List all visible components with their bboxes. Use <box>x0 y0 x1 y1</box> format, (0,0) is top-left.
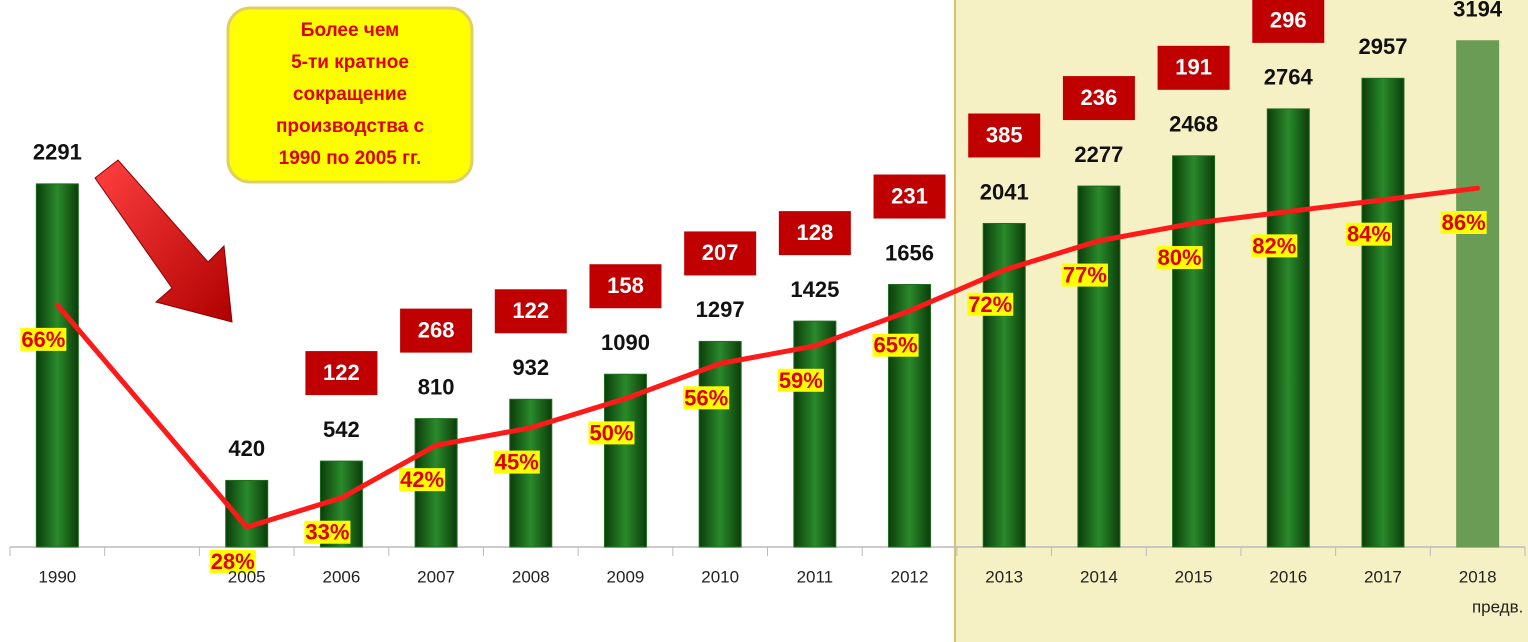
bar-value-label: 2291 <box>33 140 82 165</box>
share-label: 84% <box>1347 222 1391 247</box>
increment-label: 158 <box>607 273 644 298</box>
x-tick-label: 2011 <box>797 567 834 586</box>
callout-text: 5-ти кратное <box>291 52 409 73</box>
bar-value-label: 2468 <box>1169 112 1218 137</box>
share-label: 65% <box>874 333 918 358</box>
share-label: 80% <box>1158 245 1202 270</box>
bar-value-label: 1656 <box>885 240 934 265</box>
share-label: 66% <box>21 327 65 352</box>
increment-label: 207 <box>702 240 739 265</box>
share-label: 56% <box>684 385 728 410</box>
bar-value-label: 3194 <box>1453 0 1503 22</box>
share-label: 72% <box>968 292 1012 317</box>
x-tick-label: 2018 <box>1459 567 1497 586</box>
bar <box>36 184 78 547</box>
x-tick-label: 2017 <box>1364 567 1402 586</box>
bar <box>1267 109 1309 547</box>
x-tick-label: 1990 <box>38 567 76 586</box>
bar <box>1457 41 1499 547</box>
increment-label: 236 <box>1081 85 1118 110</box>
increment-label: 191 <box>1175 55 1212 80</box>
bar-value-label: 420 <box>228 436 265 461</box>
share-label: 59% <box>779 368 823 393</box>
share-line <box>57 305 246 527</box>
x-tick-label: 2016 <box>1269 567 1307 586</box>
bar-value-label: 2957 <box>1358 34 1407 59</box>
x-tick-label: 2013 <box>985 567 1023 586</box>
bar <box>1173 156 1215 547</box>
increment-label: 231 <box>891 183 928 208</box>
x-tick-label: 2009 <box>607 567 645 586</box>
share-label: 33% <box>305 520 349 545</box>
bar <box>889 285 931 547</box>
bar-value-label: 810 <box>418 374 455 399</box>
bar <box>794 321 836 547</box>
bar <box>699 341 741 547</box>
decline-arrow <box>95 160 232 322</box>
increment-label: 122 <box>512 298 549 323</box>
increment-label: 296 <box>1270 8 1307 33</box>
bar-value-label: 1425 <box>790 277 839 302</box>
increment-label: 385 <box>986 122 1023 147</box>
share-label: 50% <box>589 420 633 445</box>
callout-text: производства с <box>276 116 425 137</box>
x-tick-label: 2012 <box>891 567 929 586</box>
bar-value-label: 542 <box>323 417 360 442</box>
x-tick-label: 2015 <box>1175 567 1213 586</box>
x-tick-label: 2007 <box>417 567 455 586</box>
forecast-region <box>955 0 1528 642</box>
x-tick-label: 2006 <box>322 567 360 586</box>
share-label: 45% <box>495 450 539 475</box>
x-tick-label: 2010 <box>701 567 739 586</box>
callout-text: Более чем <box>301 20 399 41</box>
callout-text: 1990 по 2005 гг. <box>279 148 422 169</box>
x-tick-label: 2014 <box>1080 567 1118 586</box>
bar-value-label: 2041 <box>980 179 1029 204</box>
share-label: 86% <box>1442 210 1486 235</box>
bar-value-label: 1090 <box>601 330 650 355</box>
bar-value-label: 1297 <box>696 297 745 322</box>
share-label: 77% <box>1063 263 1107 288</box>
bar-value-label: 2277 <box>1074 142 1123 167</box>
increment-label: 122 <box>323 360 360 385</box>
increment-label: 268 <box>418 317 455 342</box>
x-tick-label: 2005 <box>228 567 266 586</box>
share-label: 42% <box>400 467 444 492</box>
bar <box>1362 78 1404 547</box>
page: Более чем 5-ти кратное сокращение производс… <box>0 0 1528 642</box>
share-label: 82% <box>1252 233 1296 258</box>
callout-text: сокращение <box>293 84 407 105</box>
bar-value-label: 2764 <box>1264 65 1314 90</box>
bar-value-label: 932 <box>512 355 549 380</box>
chart: Более чем 5-ти кратное сокращение производс… <box>0 0 1528 642</box>
x-tick-label: 2008 <box>512 567 550 586</box>
x-tick-note: предв. <box>1472 597 1523 616</box>
increment-label: 128 <box>796 220 833 245</box>
